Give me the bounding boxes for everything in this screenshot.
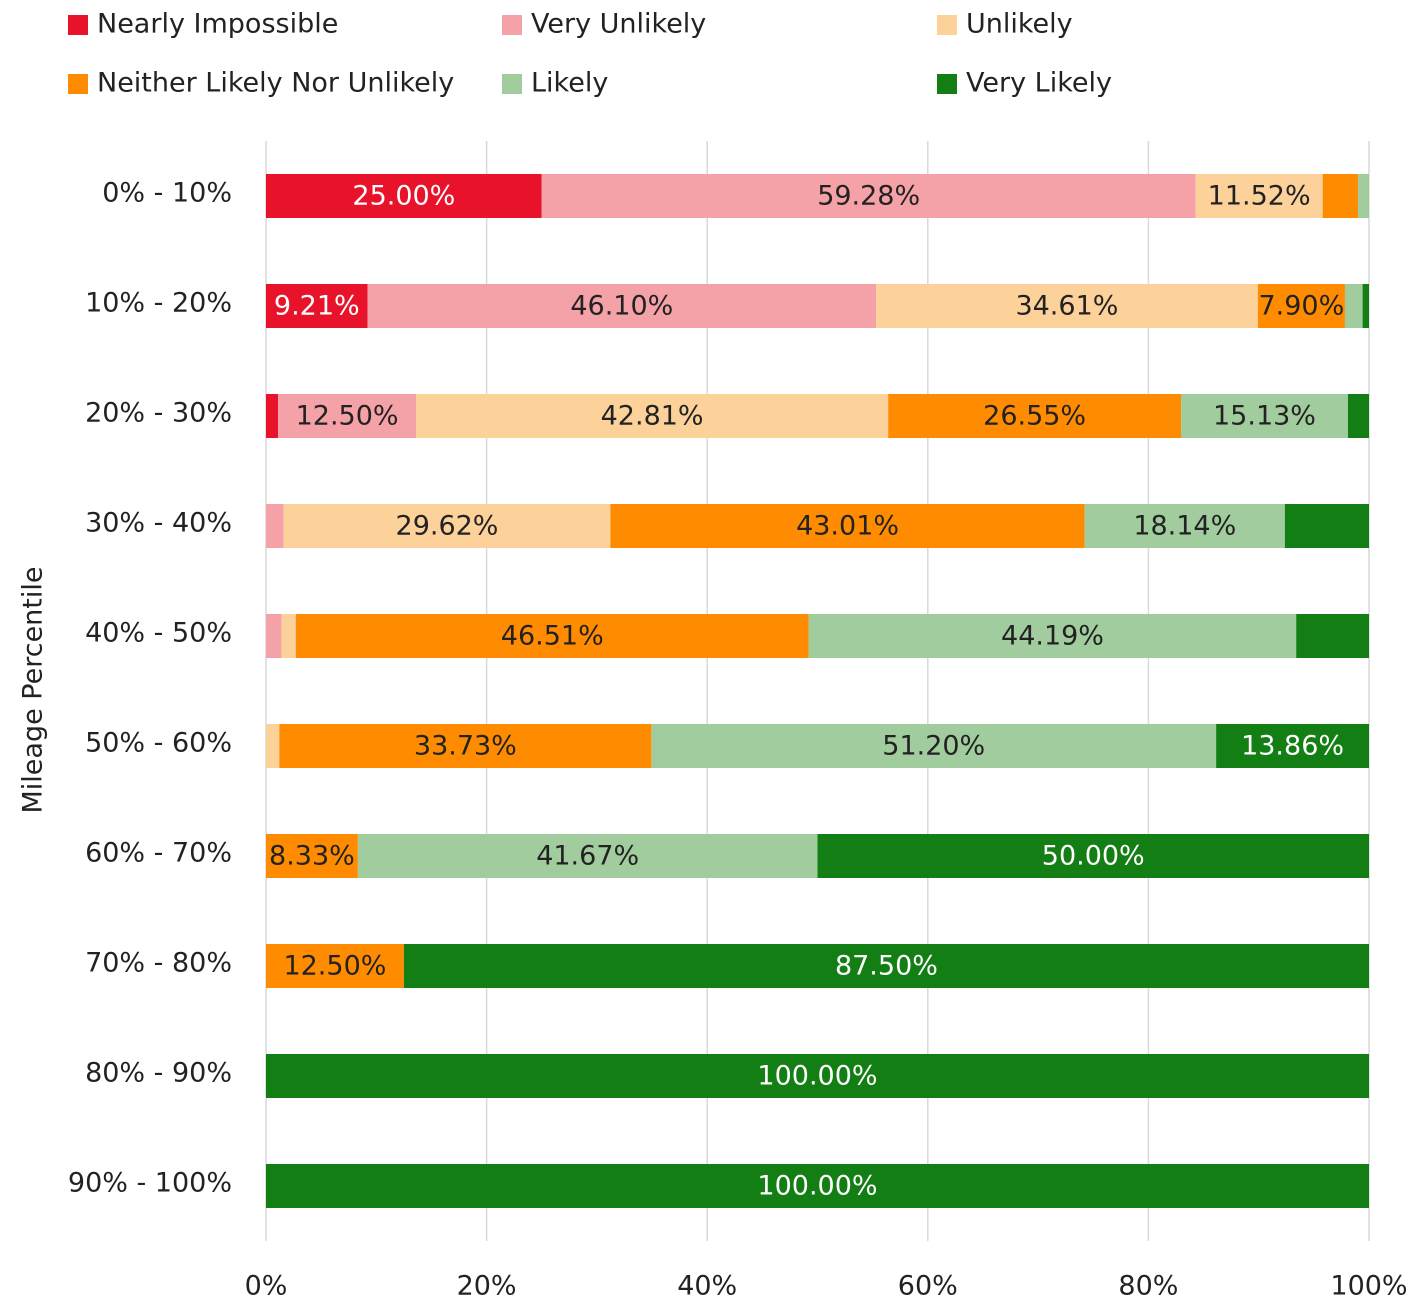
x-tick-label: 20% [457, 1271, 517, 1302]
bar-segment [1344, 284, 1363, 328]
y-axis-label: Mileage Percentile [18, 567, 49, 814]
x-tick-label: 100% [1330, 1271, 1407, 1302]
bar-segment [266, 834, 358, 878]
bar-segment [266, 1164, 1369, 1208]
bar-segment [1195, 174, 1323, 218]
bar-segment [278, 394, 417, 438]
bar-segment [1284, 504, 1369, 548]
y-tick-label: 60% - 70% [85, 838, 232, 869]
bar-segment [610, 504, 1085, 548]
bar-segment [416, 394, 889, 438]
bar-segment [1322, 174, 1358, 218]
value-label: 46.10% [570, 291, 673, 322]
y-tick-label: 70% - 80% [85, 948, 232, 979]
bar-segment [1362, 284, 1369, 328]
legend-swatch [68, 15, 88, 35]
value-label: 15.13% [1213, 401, 1316, 432]
value-label: 29.62% [396, 511, 499, 542]
bar-segment [1347, 394, 1369, 438]
y-tick-label: 10% - 20% [85, 288, 232, 319]
y-tick-label: 0% - 10% [102, 178, 232, 209]
bar-segment [266, 1054, 1369, 1098]
value-label: 11.52% [1208, 181, 1311, 212]
bar-segment [266, 284, 368, 328]
value-label: 13.86% [1241, 731, 1344, 762]
value-label: 59.28% [817, 181, 920, 212]
x-tick-label: 40% [677, 1271, 737, 1302]
value-label: 26.55% [983, 401, 1086, 432]
y-tick-label: 40% - 50% [85, 618, 232, 649]
value-label: 33.73% [414, 731, 517, 762]
x-tick-label: 60% [898, 1271, 958, 1302]
bar-segment [403, 944, 1369, 988]
bar-segment [1357, 174, 1369, 218]
bar-segment [266, 944, 404, 988]
bar-segment [266, 504, 284, 548]
bar-segment [808, 614, 1297, 658]
value-label: 43.01% [796, 511, 899, 542]
legend-label: Neither Likely Nor Unlikely [97, 68, 454, 99]
legend-label: Likely [531, 68, 608, 99]
bar-segment [266, 394, 279, 438]
bar-segment [1216, 724, 1369, 768]
value-label: 8.33% [269, 841, 355, 872]
value-label: 50.00% [1042, 841, 1145, 872]
legend-swatch [937, 15, 957, 35]
y-tick-label: 30% - 40% [85, 508, 232, 539]
legend-label: Nearly Impossible [97, 9, 338, 40]
bar-segment [357, 834, 818, 878]
bar-segment [541, 174, 1196, 218]
bar-segment [367, 284, 877, 328]
legend-swatch [937, 74, 957, 94]
bar-segment [279, 724, 652, 768]
value-label: 9.21% [274, 291, 360, 322]
value-label: 34.61% [1015, 291, 1118, 322]
bar-segment [1296, 614, 1369, 658]
bar-segment [281, 614, 296, 658]
legend-label: Very Likely [966, 68, 1112, 99]
legend-swatch [68, 74, 88, 94]
value-label: 18.14% [1133, 511, 1236, 542]
y-tick-label: 50% - 60% [85, 728, 232, 759]
legend-label: Unlikely [966, 9, 1073, 40]
bar-segment [266, 614, 282, 658]
bar-segment [266, 724, 280, 768]
bar-segment [295, 614, 809, 658]
bar-segment [876, 284, 1258, 328]
legend-swatch [502, 74, 522, 94]
bar-segment [651, 724, 1217, 768]
y-tick-label: 80% - 90% [85, 1058, 232, 1089]
bar-segment [283, 504, 611, 548]
y-tick-label: 20% - 30% [85, 398, 232, 429]
bar-segment [817, 834, 1369, 878]
y-tick-label: 90% - 100% [68, 1168, 232, 1199]
legend-label: Very Unlikely [531, 9, 706, 40]
value-label: 100.00% [757, 1061, 877, 1092]
value-label: 12.50% [283, 951, 386, 982]
bar-segment [1084, 504, 1285, 548]
value-label: 7.90% [1258, 291, 1344, 322]
x-tick-label: 0% [245, 1271, 288, 1302]
x-tick-label: 80% [1118, 1271, 1178, 1302]
value-label: 46.51% [501, 621, 604, 652]
value-label: 44.19% [1001, 621, 1104, 652]
bar-segment [266, 174, 542, 218]
bar-segment [888, 394, 1182, 438]
bar-segment [1257, 284, 1345, 328]
value-label: 51.20% [882, 731, 985, 762]
value-label: 12.50% [296, 401, 399, 432]
value-label: 100.00% [757, 1171, 877, 1202]
bar-segment [1181, 394, 1348, 438]
value-label: 41.67% [536, 841, 639, 872]
value-label: 87.50% [835, 951, 938, 982]
value-label: 42.81% [601, 401, 704, 432]
legend-swatch [502, 15, 522, 35]
value-label: 25.00% [352, 181, 455, 212]
